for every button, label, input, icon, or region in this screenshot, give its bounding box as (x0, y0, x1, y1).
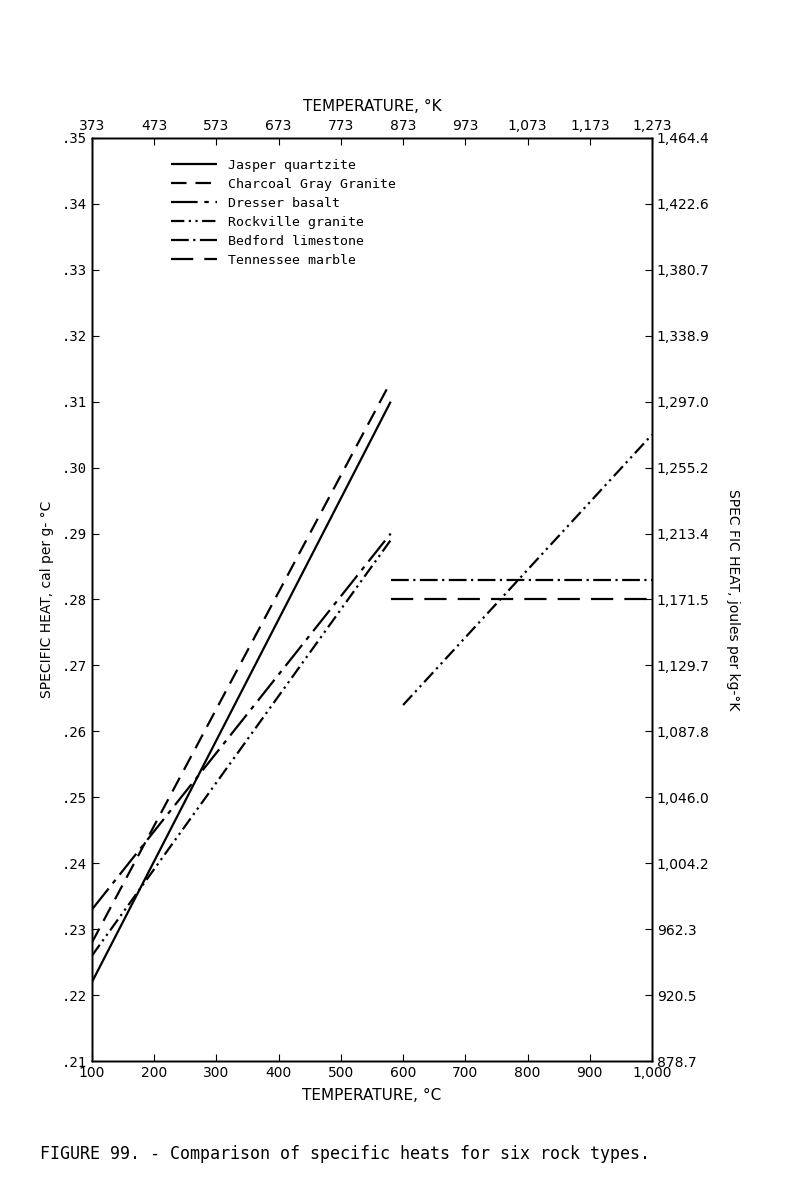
Legend: Jasper quartzite, Charcoal Gray Granite, Dresser basalt, Rockville granite, Bedf: Jasper quartzite, Charcoal Gray Granite,… (166, 153, 401, 272)
X-axis label: TEMPERATURE, °C: TEMPERATURE, °C (302, 1089, 442, 1103)
Y-axis label: SPECIFIC HEAT, cal per g- °C: SPECIFIC HEAT, cal per g- °C (40, 501, 54, 698)
Text: FIGURE 99. - Comparison of specific heats for six rock types.: FIGURE 99. - Comparison of specific heat… (40, 1145, 650, 1163)
Y-axis label: SPEC FIC HEAT, joules per kg-°K: SPEC FIC HEAT, joules per kg-°K (726, 489, 741, 710)
X-axis label: TEMPERATURE, °K: TEMPERATURE, °K (302, 98, 442, 114)
